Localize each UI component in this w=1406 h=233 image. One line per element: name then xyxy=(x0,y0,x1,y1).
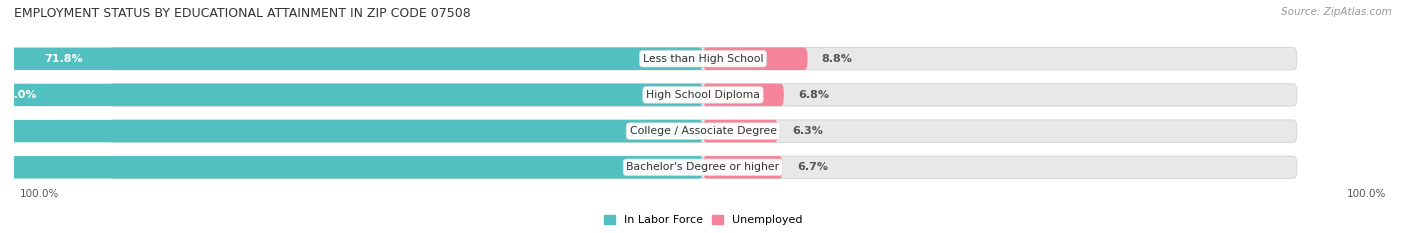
Text: Source: ZipAtlas.com: Source: ZipAtlas.com xyxy=(1281,7,1392,17)
Text: College / Associate Degree: College / Associate Degree xyxy=(630,126,776,136)
FancyBboxPatch shape xyxy=(0,48,703,70)
FancyBboxPatch shape xyxy=(703,120,778,142)
Text: Bachelor's Degree or higher: Bachelor's Degree or higher xyxy=(627,162,779,172)
FancyBboxPatch shape xyxy=(110,84,1296,106)
FancyBboxPatch shape xyxy=(703,84,783,106)
Text: High School Diploma: High School Diploma xyxy=(647,90,759,100)
FancyBboxPatch shape xyxy=(110,48,1296,70)
Text: 71.8%: 71.8% xyxy=(44,54,83,64)
Text: 6.8%: 6.8% xyxy=(799,90,830,100)
Text: Less than High School: Less than High School xyxy=(643,54,763,64)
Text: 6.7%: 6.7% xyxy=(797,162,828,172)
FancyBboxPatch shape xyxy=(0,156,703,178)
Legend: In Labor Force, Unemployed: In Labor Force, Unemployed xyxy=(599,211,807,230)
FancyBboxPatch shape xyxy=(0,84,703,106)
Text: 100.0%: 100.0% xyxy=(1347,189,1386,199)
Text: EMPLOYMENT STATUS BY EDUCATIONAL ATTAINMENT IN ZIP CODE 07508: EMPLOYMENT STATUS BY EDUCATIONAL ATTAINM… xyxy=(14,7,471,20)
Text: 77.0%: 77.0% xyxy=(0,90,37,100)
FancyBboxPatch shape xyxy=(703,156,783,178)
FancyBboxPatch shape xyxy=(703,48,807,70)
Text: 6.3%: 6.3% xyxy=(792,126,823,136)
FancyBboxPatch shape xyxy=(110,120,1296,142)
Text: 8.8%: 8.8% xyxy=(821,54,852,64)
FancyBboxPatch shape xyxy=(0,120,703,142)
FancyBboxPatch shape xyxy=(110,156,1296,178)
Text: 100.0%: 100.0% xyxy=(20,189,59,199)
